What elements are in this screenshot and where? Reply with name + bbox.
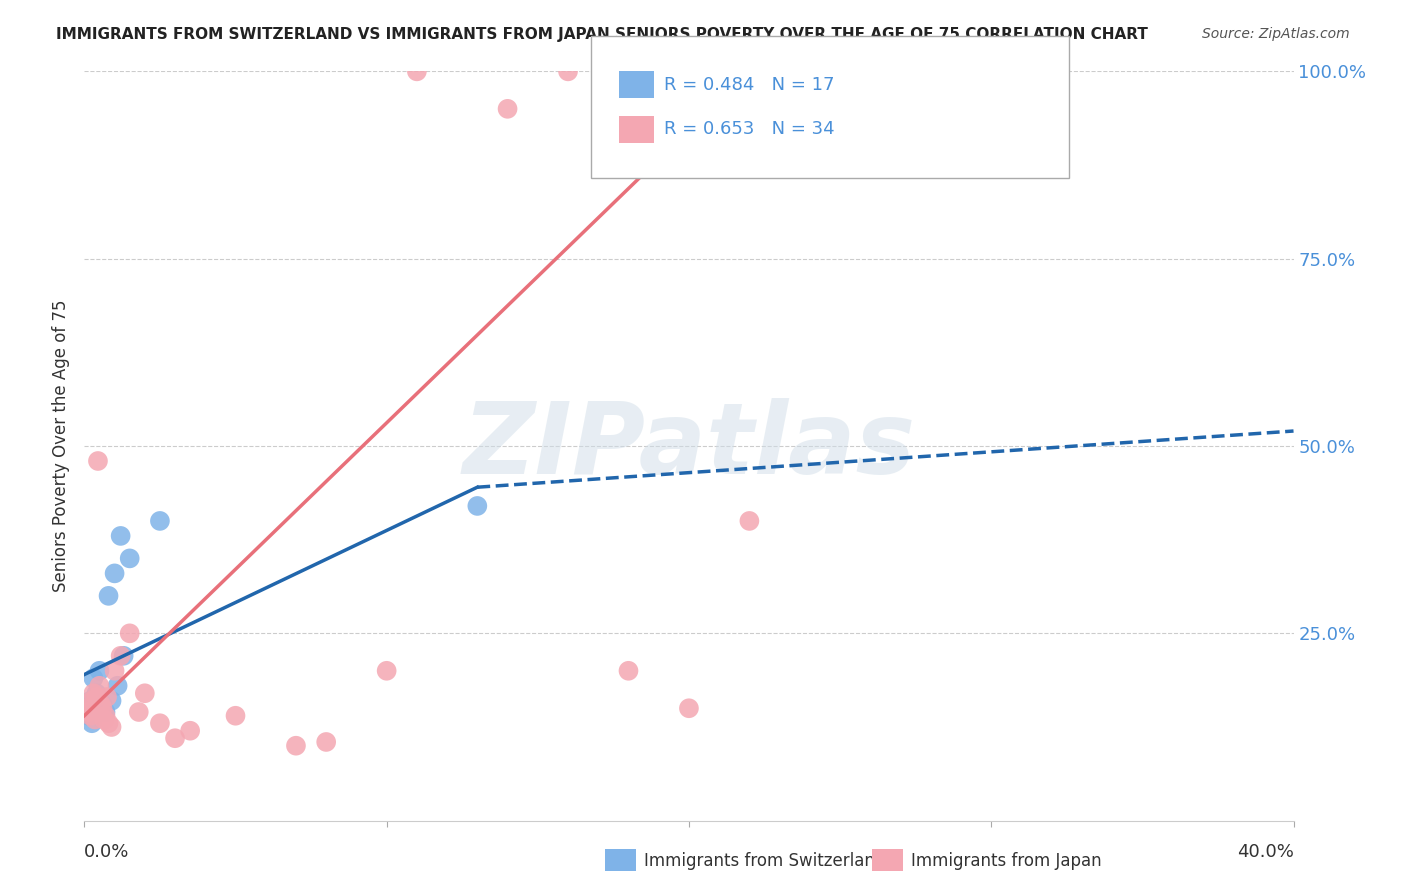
Point — [87, 454, 110, 468]
Point — [107, 679, 129, 693]
Point — [110, 529, 132, 543]
Point — [96, 690, 118, 704]
Point — [375, 664, 398, 678]
Point — [76, 701, 98, 715]
Point — [678, 701, 700, 715]
Point — [90, 698, 112, 712]
Point — [77, 708, 100, 723]
Text: Source: ZipAtlas.com: Source: ZipAtlas.com — [1202, 27, 1350, 41]
Point — [557, 64, 579, 78]
Point — [91, 701, 114, 715]
Point — [112, 648, 135, 663]
Point — [738, 514, 761, 528]
Point — [97, 716, 120, 731]
Text: Immigrants from Switzerland: Immigrants from Switzerland — [644, 852, 886, 870]
Point — [82, 686, 104, 700]
Text: Immigrants from Japan: Immigrants from Japan — [911, 852, 1102, 870]
Point — [104, 566, 127, 581]
Point — [86, 690, 108, 704]
Point — [285, 739, 308, 753]
Point — [79, 708, 101, 723]
Point — [79, 694, 101, 708]
Point — [100, 720, 122, 734]
Point — [134, 686, 156, 700]
Point — [82, 671, 104, 685]
Point — [315, 735, 337, 749]
Point — [179, 723, 201, 738]
Y-axis label: Seniors Poverty Over the Age of 75: Seniors Poverty Over the Age of 75 — [52, 300, 70, 592]
Point — [110, 648, 132, 663]
Point — [118, 551, 141, 566]
Text: R = 0.484   N = 17: R = 0.484 N = 17 — [664, 76, 834, 94]
Text: ZIPatlas: ZIPatlas — [463, 398, 915, 494]
Text: 0.0%: 0.0% — [84, 843, 129, 861]
Point — [104, 664, 127, 678]
Point — [128, 705, 150, 719]
Point — [100, 694, 122, 708]
Point — [617, 664, 640, 678]
Point — [80, 694, 103, 708]
Point — [406, 64, 429, 78]
Point — [84, 713, 107, 727]
Text: R = 0.653   N = 34: R = 0.653 N = 34 — [664, 120, 834, 138]
Point — [89, 664, 111, 678]
Text: 40.0%: 40.0% — [1237, 843, 1294, 861]
Point — [91, 698, 114, 712]
Point — [89, 679, 111, 693]
Text: IMMIGRANTS FROM SWITZERLAND VS IMMIGRANTS FROM JAPAN SENIORS POVERTY OVER THE AG: IMMIGRANTS FROM SWITZERLAND VS IMMIGRANT… — [56, 27, 1149, 42]
Point — [225, 708, 247, 723]
Point — [86, 686, 108, 700]
Point — [80, 716, 103, 731]
Point — [77, 705, 100, 719]
Point — [118, 626, 141, 640]
Point — [94, 705, 117, 719]
Point — [149, 514, 172, 528]
Point — [149, 716, 172, 731]
Point — [165, 731, 187, 746]
Point — [97, 589, 120, 603]
Point — [467, 499, 489, 513]
Point — [94, 708, 117, 723]
Point — [93, 713, 115, 727]
Point — [496, 102, 519, 116]
